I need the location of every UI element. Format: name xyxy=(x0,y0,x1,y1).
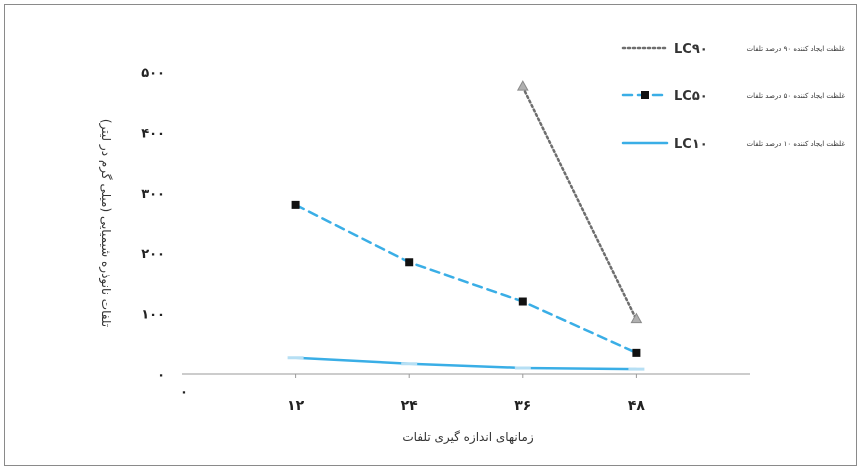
data-point-lc90 xyxy=(516,80,529,91)
series-line-lc90 xyxy=(521,85,638,321)
y-tick-label: ۲۰۰ xyxy=(141,247,165,262)
y-tick-label: ۴۰۰ xyxy=(141,126,165,141)
y-axis-title: تلفات نانوذره شیمیایی (میلی گرم در لیتر) xyxy=(98,119,113,327)
data-point-lc50 xyxy=(291,200,300,209)
x-axis-title: زمانهای اندازه گیری تلفات xyxy=(402,430,534,445)
y-tick-label: ۱۰۰ xyxy=(141,308,165,323)
data-point-lc50 xyxy=(632,348,641,357)
x-tick-label: ۲۴ xyxy=(401,398,419,414)
legend-label-lc10: LC۱۰ xyxy=(674,137,708,152)
data-point-lc90 xyxy=(630,312,643,324)
x-tick-label: ۳۶ xyxy=(514,398,531,414)
legend-label-lc90: LC۹۰ xyxy=(674,42,708,57)
series-line-lc50 xyxy=(294,203,638,355)
x-tick-label: ۱۲ xyxy=(287,398,305,414)
legend-note-lc90: غلظت ایجاد کننده ۹۰ درصد تلفات xyxy=(747,45,846,53)
y-tick-label: ۰ xyxy=(157,368,165,383)
x-tick-label: ۴۸ xyxy=(628,398,646,414)
legend-note-lc10: غلظت ایجاد کننده ۱۰ درصد تلفات xyxy=(747,140,846,148)
legend-note-lc50: غلظت ایجاد کننده ۵۰ درصد تلفات xyxy=(747,92,846,100)
y-tick-label: ۳۰۰ xyxy=(141,187,165,202)
chart-frame xyxy=(4,4,857,466)
data-point-lc50 xyxy=(405,258,414,267)
series-line-lc10 xyxy=(294,356,638,371)
y-tick-label: ۵۰۰ xyxy=(141,66,165,81)
data-point-lc50 xyxy=(518,297,527,306)
legend-label-lc50: LC۵۰ xyxy=(674,89,708,104)
legend-marker-lc50 xyxy=(641,91,649,99)
x-tick-label: ۰ xyxy=(180,385,188,400)
